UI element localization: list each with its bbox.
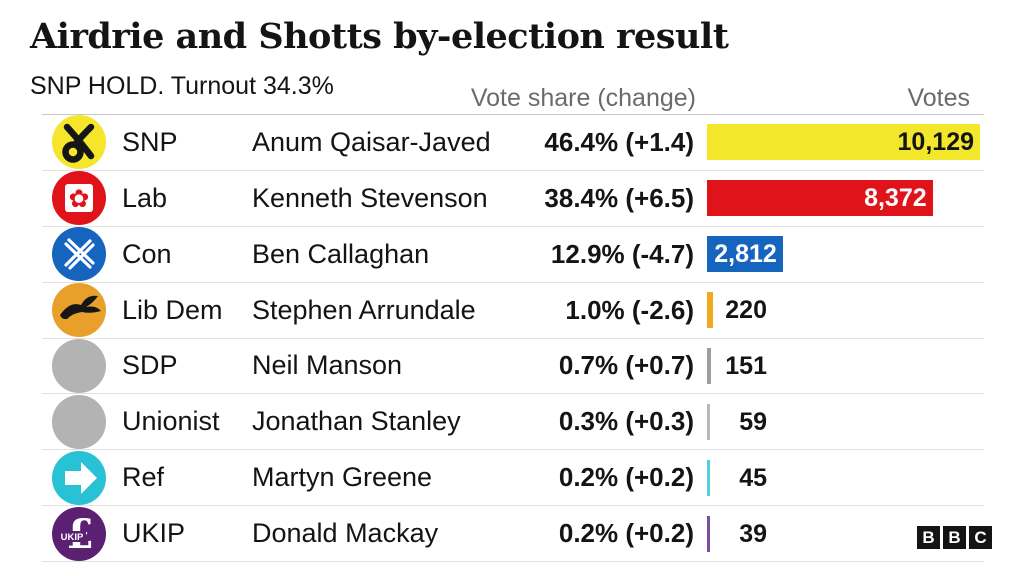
lab-icon: ✿ bbox=[52, 171, 106, 226]
vote-share-value: 0.7% (+0.7) bbox=[558, 350, 694, 381]
votes-value: 220 bbox=[725, 296, 767, 325]
candidate-name: Kenneth Stevenson bbox=[252, 182, 488, 213]
votes-bar-cell: 59 bbox=[707, 403, 984, 440]
ukip-icon: £UKIP bbox=[52, 506, 106, 561]
votes-value: 39 bbox=[739, 519, 767, 548]
votes-bar-cell: 8,372 bbox=[707, 180, 984, 217]
sdp-icon bbox=[52, 338, 106, 393]
vote-share-value: 46.4% (+1.4) bbox=[544, 126, 694, 157]
votes-bar: 8,372 bbox=[707, 180, 933, 217]
results-table: SNP Anum Qaisar-Javed 46.4% (+1.4) 10,12… bbox=[42, 114, 984, 562]
ref-icon bbox=[52, 450, 106, 505]
unionist-icon bbox=[52, 394, 106, 449]
votes-bar: 2,812 bbox=[707, 236, 783, 273]
votes-bar bbox=[707, 459, 710, 496]
party-label: Lib Dem bbox=[122, 294, 223, 325]
svg-text:UKIP: UKIP bbox=[61, 532, 84, 543]
page-title: Airdrie and Shotts by-election result bbox=[30, 16, 729, 57]
party-label: Lab bbox=[122, 182, 168, 213]
column-header-vote-share: Vote share (change) bbox=[470, 84, 696, 112]
party-label: Ref bbox=[122, 462, 165, 493]
party-label: Unionist bbox=[122, 406, 220, 437]
column-header-votes: Votes bbox=[907, 84, 970, 112]
party-label: SDP bbox=[122, 350, 178, 381]
votes-value: 45 bbox=[739, 463, 767, 492]
table-row: ✿ Lab Kenneth Stevenson 38.4% (+6.5) 8,3… bbox=[42, 171, 984, 227]
table-row: Unionist Jonathan Stanley 0.3% (+0.3) 59 bbox=[42, 394, 984, 451]
table-row: SDP Neil Manson 0.7% (+0.7) 151 bbox=[42, 338, 984, 395]
vote-share-value: 0.2% (+0.2) bbox=[558, 518, 694, 549]
vote-share-value: 1.0% (-2.6) bbox=[565, 294, 694, 325]
votes-bar-cell: 151 bbox=[707, 347, 984, 384]
votes-bar bbox=[707, 403, 710, 440]
votes-bar bbox=[707, 292, 713, 329]
candidate-name: Ben Callaghan bbox=[252, 238, 430, 269]
vote-share-value: 0.2% (+0.2) bbox=[558, 462, 694, 493]
svg-text:✿: ✿ bbox=[69, 184, 90, 213]
votes-bar-cell: 39 bbox=[707, 515, 984, 552]
bbc-logo-block: B bbox=[943, 526, 966, 549]
candidate-name: Martyn Greene bbox=[252, 462, 433, 493]
table-row: Ref Martyn Greene 0.2% (+0.2) 45 bbox=[42, 450, 984, 507]
votes-bar-cell: 45 bbox=[707, 459, 984, 496]
vote-share-value: 38.4% (+6.5) bbox=[544, 182, 694, 213]
result-summary: SNP HOLD. Turnout 34.3% bbox=[30, 72, 334, 100]
bbc-logo-block: B bbox=[917, 526, 940, 549]
table-row: Con Ben Callaghan 12.9% (-4.7) 2,812 bbox=[42, 227, 984, 283]
votes-value: 8,372 bbox=[864, 184, 927, 213]
table-row: SNP Anum Qaisar-Javed 46.4% (+1.4) 10,12… bbox=[42, 115, 984, 171]
candidate-name: Neil Manson bbox=[252, 350, 403, 381]
votes-value: 59 bbox=[739, 407, 767, 436]
candidate-name: Anum Qaisar-Javed bbox=[252, 126, 491, 157]
party-label: SNP bbox=[122, 126, 178, 157]
bbc-logo: B B C bbox=[917, 526, 992, 549]
votes-bar: 10,129 bbox=[707, 124, 980, 161]
snp-icon bbox=[52, 115, 106, 170]
candidate-name: Jonathan Stanley bbox=[252, 406, 461, 437]
votes-value: 10,129 bbox=[897, 128, 974, 157]
candidate-name: Stephen Arrundale bbox=[252, 294, 476, 325]
votes-value: 151 bbox=[725, 351, 767, 380]
libdem-icon bbox=[52, 283, 106, 338]
vote-share-value: 0.3% (+0.3) bbox=[558, 406, 694, 437]
table-row: Lib Dem Stephen Arrundale 1.0% (-2.6) 22… bbox=[42, 283, 984, 339]
bbc-logo-block: C bbox=[969, 526, 992, 549]
votes-bar-cell: 2,812 bbox=[707, 236, 984, 273]
candidate-name: Donald Mackay bbox=[252, 518, 439, 549]
party-label: UKIP bbox=[122, 518, 186, 549]
votes-bar-cell: 10,129 bbox=[707, 124, 984, 161]
votes-bar bbox=[707, 347, 712, 384]
votes-bar-cell: 220 bbox=[707, 292, 984, 329]
table-row: £UKIP UKIP Donald Mackay 0.2% (+0.2) 39 bbox=[42, 506, 984, 562]
con-icon bbox=[52, 227, 106, 282]
votes-bar bbox=[707, 515, 710, 552]
vote-share-value: 12.9% (-4.7) bbox=[550, 238, 694, 269]
votes-value: 2,812 bbox=[714, 240, 777, 269]
party-label: Con bbox=[122, 238, 172, 269]
